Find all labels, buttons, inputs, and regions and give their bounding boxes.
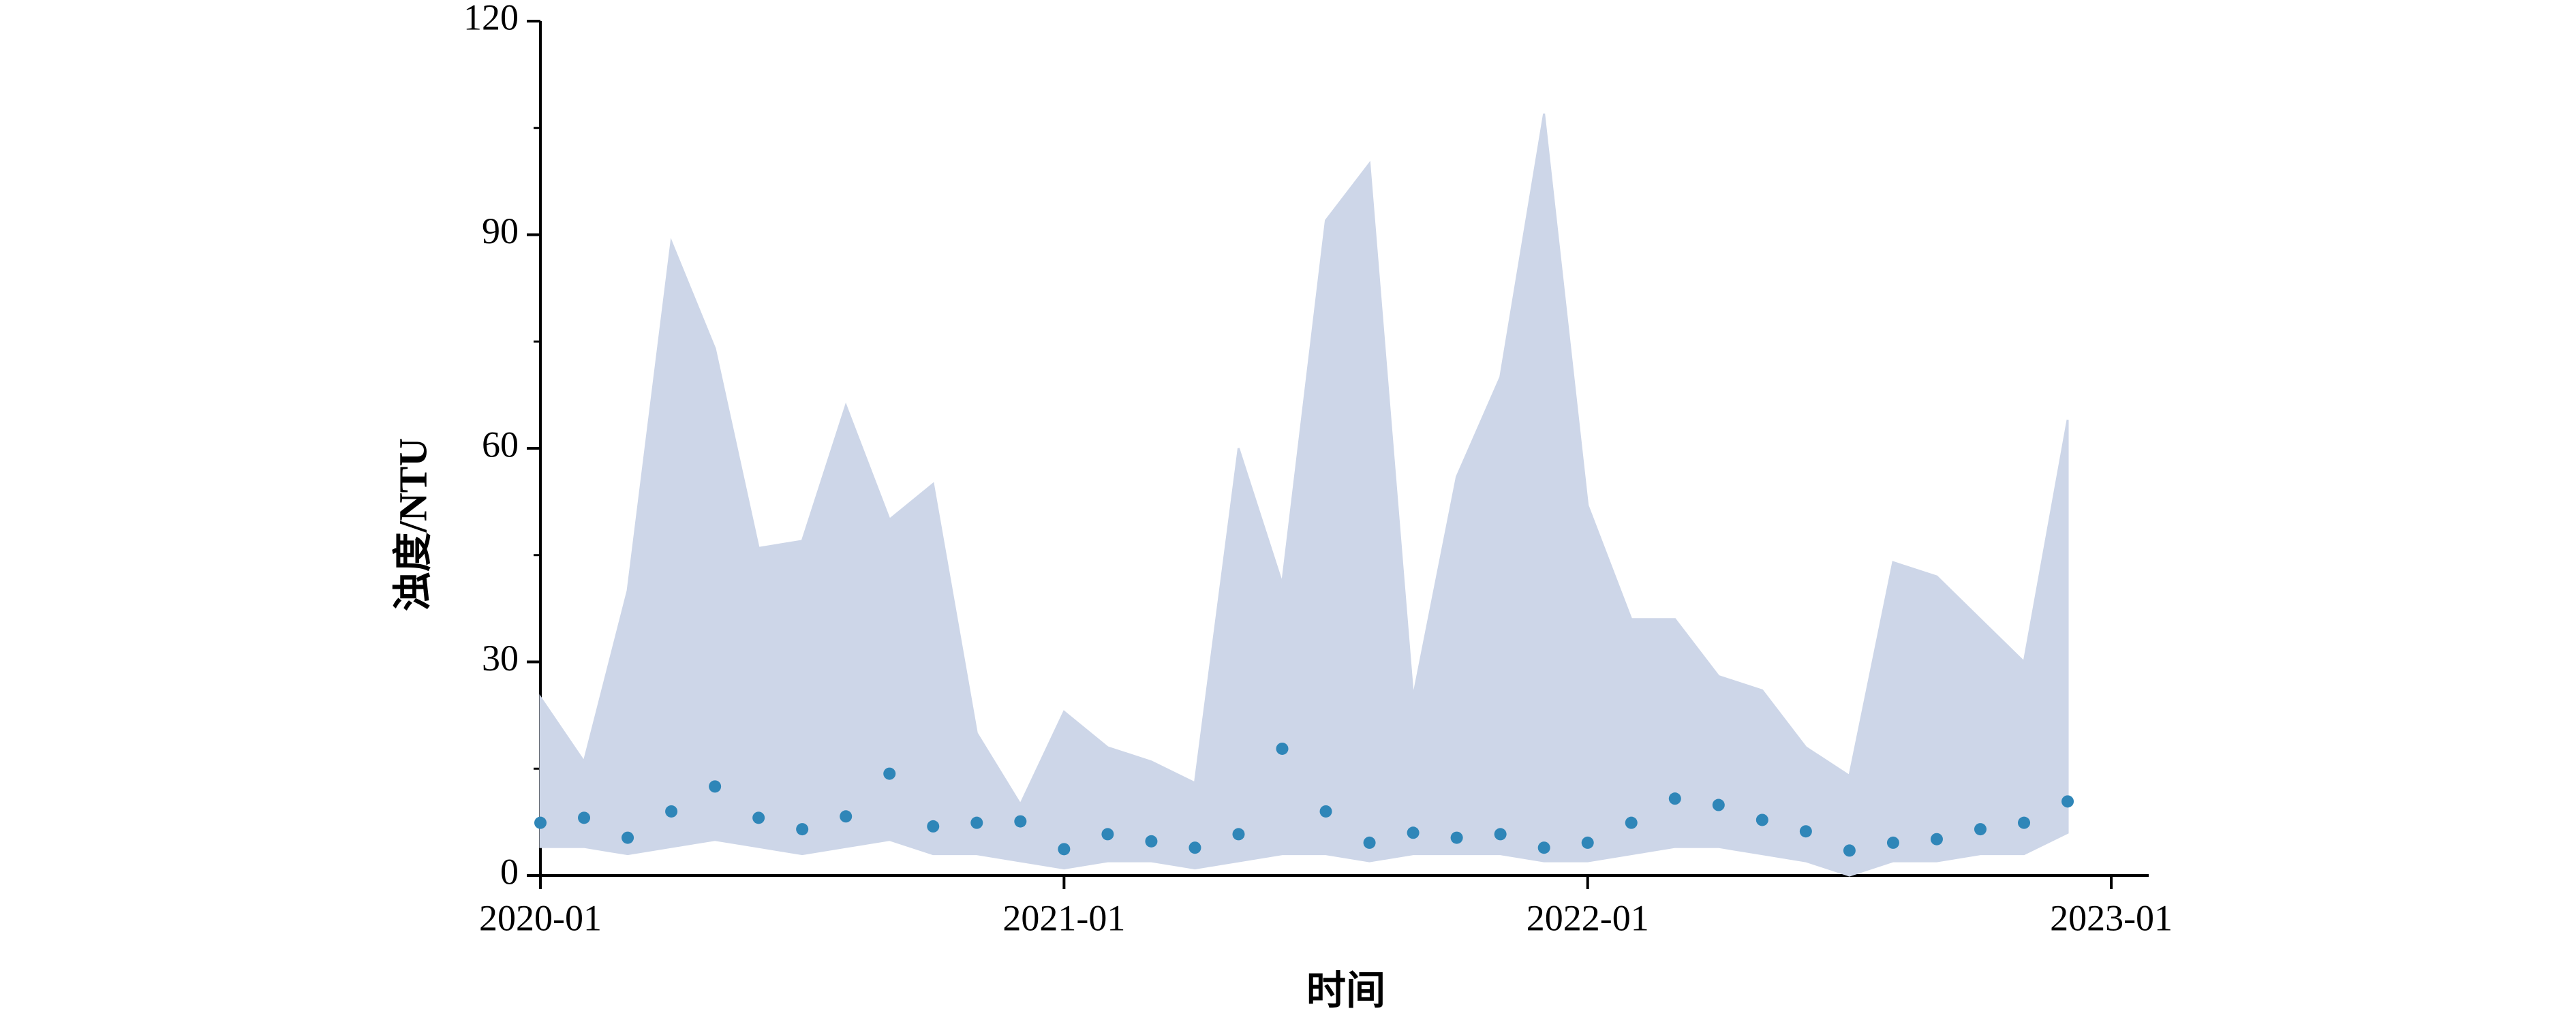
x-tick-label: 2020-01	[479, 897, 602, 938]
y-tick-label: 30	[482, 638, 519, 679]
y-axis-title: 浊度/NTU	[390, 438, 435, 612]
y-tick-label: 60	[482, 424, 519, 465]
monthly-mean-point	[665, 805, 678, 818]
monthly-mean-point	[1363, 836, 1376, 849]
monthly-mean-point	[1843, 844, 1856, 857]
monthly-mean-point	[1755, 813, 1768, 826]
y-tick-label: 0	[500, 851, 519, 892]
turbidity-range-area	[539, 113, 2069, 877]
monthly-mean-point	[1014, 815, 1027, 828]
monthly-mean-point	[883, 767, 896, 780]
monthly-mean-point	[1494, 828, 1507, 841]
monthly-mean-point	[1145, 835, 1158, 848]
monthly-mean-point	[1276, 742, 1289, 755]
x-tick-label: 2023-01	[2050, 897, 2173, 938]
monthly-mean-point	[1712, 798, 1725, 811]
monthly-mean-point	[1581, 836, 1594, 849]
monthly-mean-point	[1625, 816, 1638, 829]
monthly-mean-point	[622, 831, 634, 844]
monthly-mean-point	[970, 816, 983, 829]
monthly-mean-point	[1930, 833, 1943, 845]
monthly-mean-point	[752, 811, 765, 824]
y-tick-label: 90	[482, 211, 519, 251]
y-tick-label: 120	[463, 0, 519, 37]
monthly-mean-point	[1974, 823, 1987, 836]
monthly-mean-point	[1319, 805, 1332, 818]
monthly-mean-point	[1189, 841, 1201, 854]
monthly-mean-point	[2061, 795, 2074, 808]
monthly-mean-point	[2018, 816, 2031, 829]
monthly-mean-point	[1101, 828, 1114, 841]
monthly-mean-point	[1799, 825, 1812, 838]
monthly-mean-point	[840, 810, 853, 823]
x-axis-title: 时间	[1306, 968, 1385, 1012]
monthly-mean-point	[1232, 828, 1245, 841]
x-tick-label: 2022-01	[1527, 897, 1649, 938]
monthly-mean-point	[1450, 831, 1463, 844]
monthly-mean-point	[534, 816, 547, 829]
monthly-mean-point	[709, 780, 722, 793]
monthly-mean-point	[1537, 841, 1550, 854]
monthly-mean-point	[578, 811, 591, 824]
monthly-mean-point	[1058, 843, 1071, 856]
monthly-mean-point	[1407, 826, 1420, 839]
monthly-mean-point	[1886, 836, 1899, 849]
monthly-mean-point	[796, 823, 809, 836]
monthly-mean-point	[1668, 792, 1681, 805]
monthly-mean-point	[927, 820, 940, 833]
x-tick-label: 2021-01	[1002, 897, 1125, 938]
